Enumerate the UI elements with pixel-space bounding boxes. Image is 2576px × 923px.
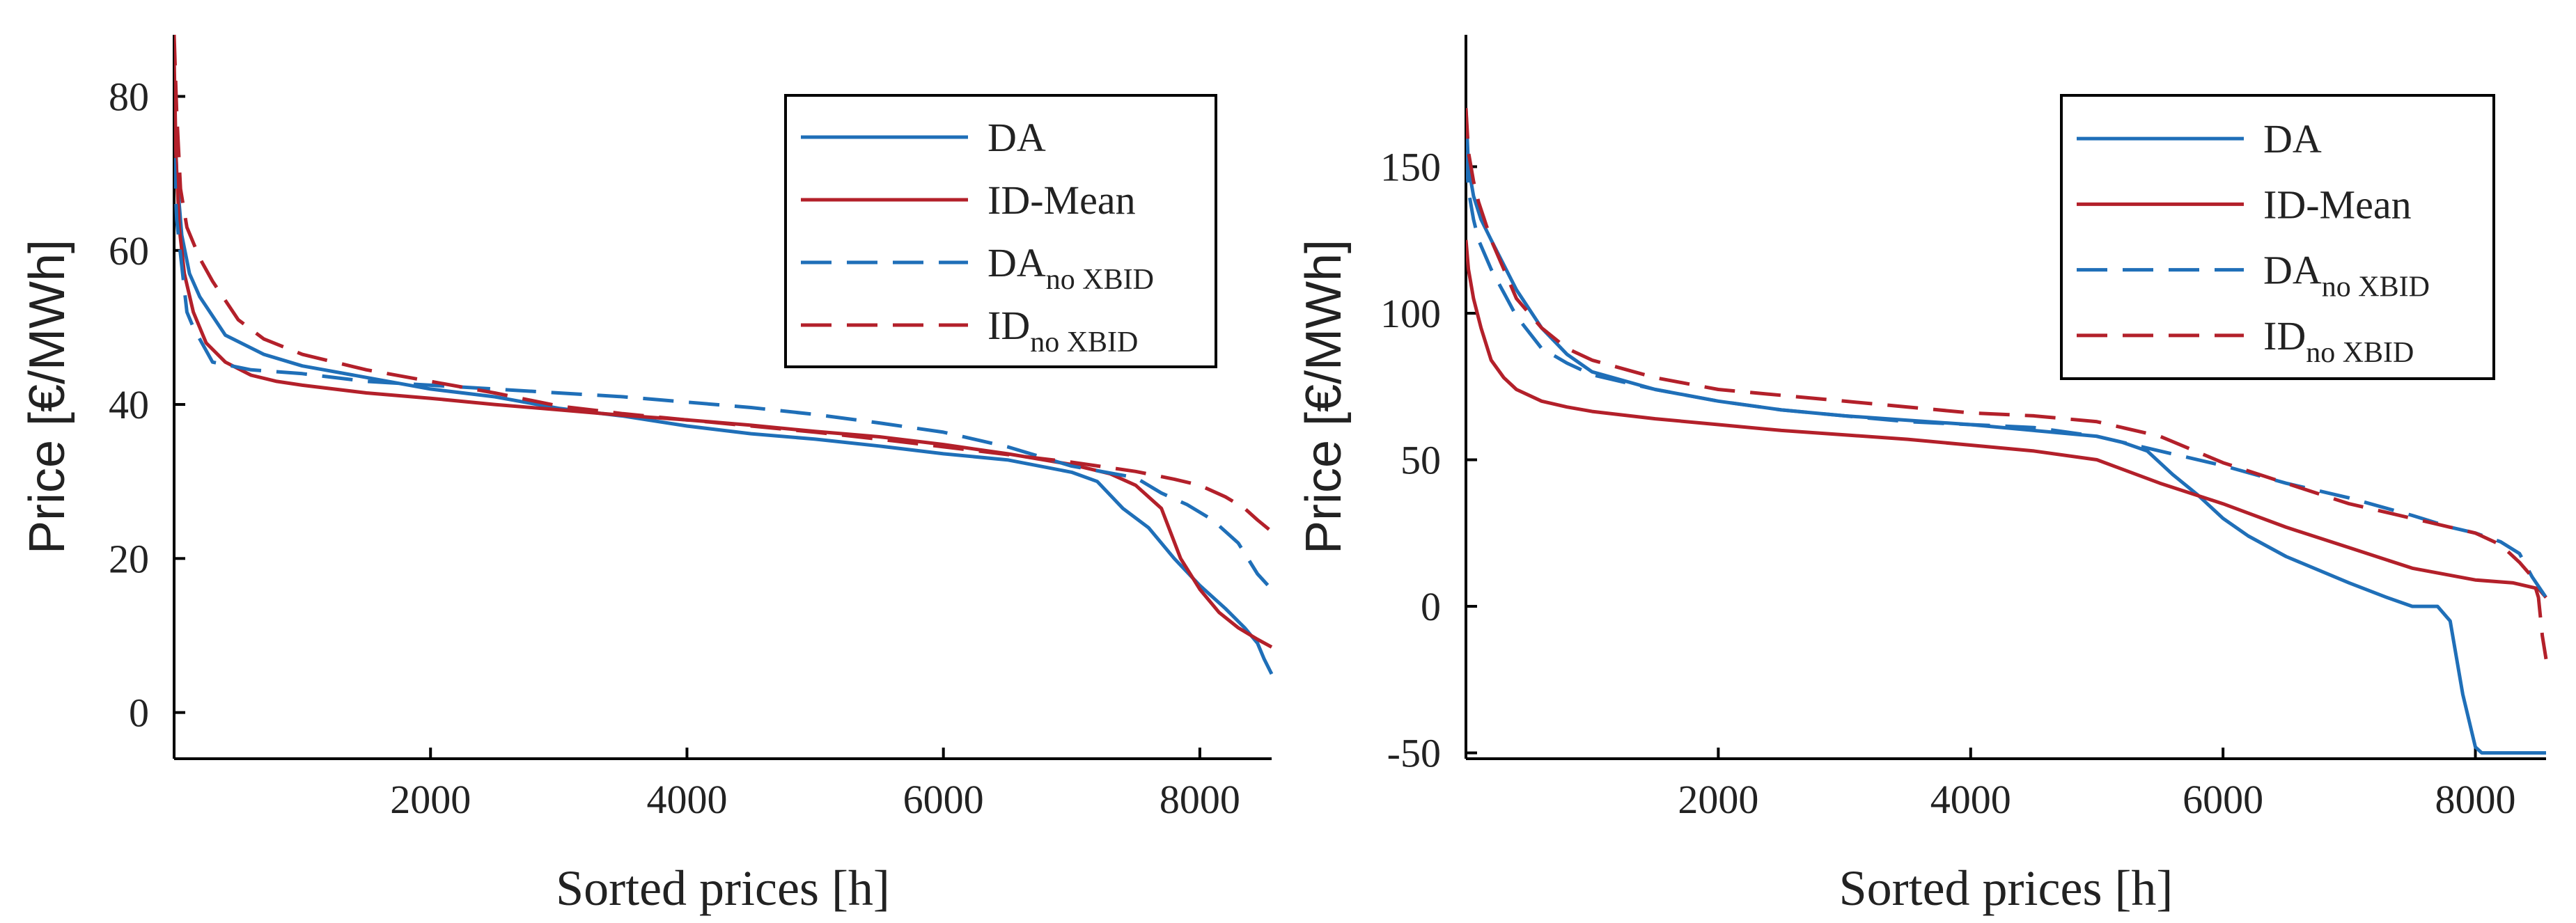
x-tick-label: 2000 [390, 777, 471, 822]
series-group [174, 34, 1274, 675]
y-tick-label: 0 [129, 691, 149, 736]
legend-label-main: ID [2263, 313, 2306, 358]
x-axis-label: Sorted prices [h] [1839, 860, 2173, 916]
y-tick-label: 80 [109, 74, 149, 120]
legend-label-subscript: no XBID [2306, 337, 2414, 369]
series-line-da-no-xbid [174, 157, 1273, 591]
y-tick-label: 20 [109, 536, 149, 581]
y-axis-label: Price [€/MWh] [1296, 239, 1352, 554]
legend-label-main: DA [988, 240, 1046, 285]
legend-box [784, 94, 1217, 368]
series-line-id-mean [1466, 239, 2547, 599]
y-tick-label: -50 [1387, 731, 1441, 776]
legend-label-main: ID [988, 303, 1030, 348]
x-tick-label: 4000 [1930, 777, 2011, 822]
series-line-id-no-xbid [174, 34, 1273, 533]
x-tick-label: 8000 [2435, 777, 2516, 822]
legend-label-main: ID-Mean [988, 178, 1136, 223]
y-tick-label: 50 [1400, 438, 1441, 483]
legend-label-subscript: no XBID [2322, 271, 2430, 303]
legend-label-main: DA [2263, 248, 2322, 293]
y-axis-label: Price [€/MWh] [19, 239, 75, 554]
legend-label-da-no-xbid: DAno XBID [2263, 248, 2430, 303]
legend-label-da: DA [988, 115, 1046, 160]
chart-right: 2000 4000 6000 8000 -50 0 50 100 150 Sorted price… [1296, 35, 2548, 916]
legend-label-id-no-xbid: IDno XBID [2263, 313, 2414, 369]
series-line-id-no-xbid [1466, 108, 2548, 660]
legend-label-main: DA [988, 115, 1046, 160]
legend-label-subscript: no XBID [1030, 326, 1138, 358]
chart-left: 2000 4000 6000 8000 0 20 40 60 80 Sorted prices [… [19, 34, 1274, 916]
series-group [1466, 108, 2548, 755]
legend-box [2060, 94, 2495, 380]
series-line-da [174, 96, 1274, 675]
legend-label-main: ID-Mean [2263, 182, 2412, 227]
legend-label-main: DA [2263, 116, 2322, 161]
legend-label-da: DA [2263, 116, 2322, 161]
y-tick-label: 150 [1380, 144, 1441, 189]
y-tick-label: 0 [1421, 584, 1441, 629]
x-tick-label: 6000 [903, 777, 984, 822]
y-tick-label: 40 [109, 382, 149, 427]
y-tick-label: 60 [109, 228, 149, 274]
x-tick-label: 8000 [1160, 777, 1240, 822]
x-axis-label: Sorted prices [h] [556, 860, 890, 916]
x-tick-label: 2000 [1678, 777, 1758, 822]
x-tick-label: 6000 [2183, 777, 2263, 822]
y-tick-label: 100 [1380, 291, 1441, 336]
series-line-da-no-xbid [1466, 152, 2548, 599]
legend-label-id-mean: ID-Mean [988, 178, 1136, 223]
legend-label-id-mean: ID-Mean [2263, 182, 2412, 227]
legend-label-id-no-xbid: IDno XBID [988, 303, 1138, 358]
x-tick-label: 4000 [646, 777, 727, 822]
legend-label-da-no-xbid: DAno XBID [988, 240, 1154, 296]
legend-label-subscript: no XBID [1046, 264, 1154, 296]
